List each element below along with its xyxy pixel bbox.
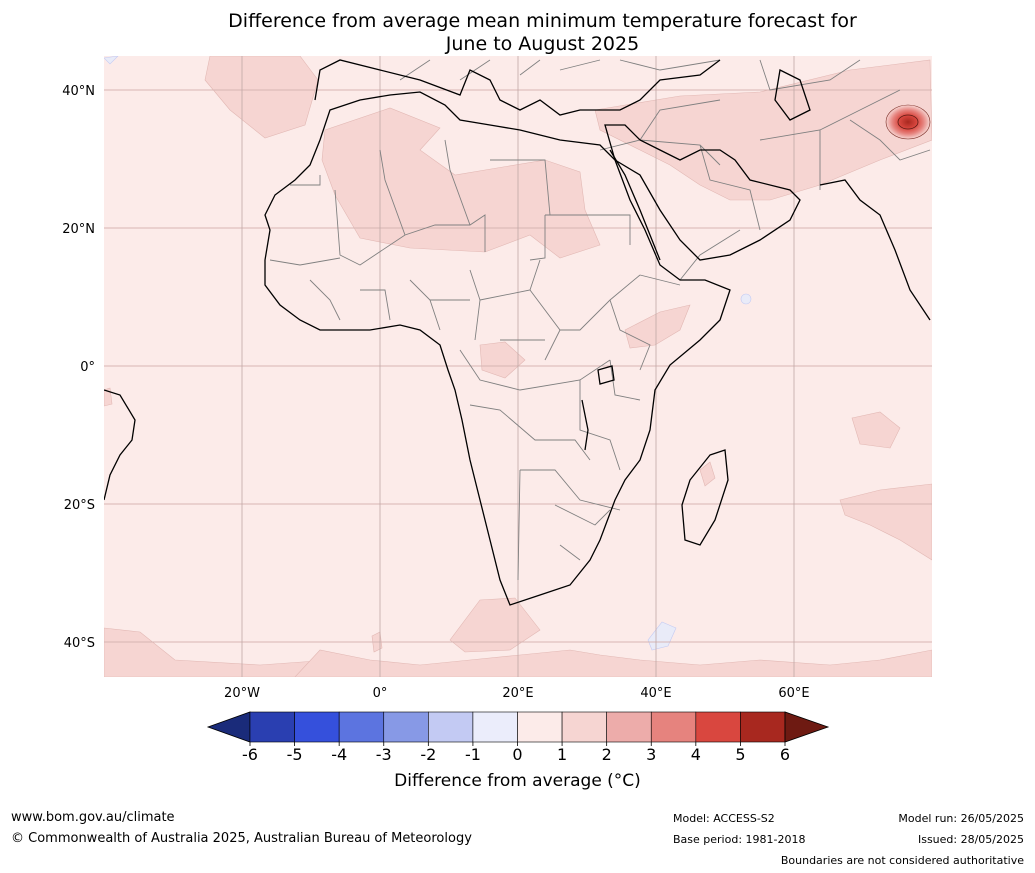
footer-copyright: © Commonwealth of Australia 2025, Austra… [11,831,472,846]
cool-anomaly-arabian-sea [740,293,752,305]
footer-issued: Issued: 28/05/2025 [917,833,1024,846]
lon-label-0: 0° [373,686,388,701]
title-line-2: June to August 2025 [445,33,640,55]
lat-label-40s: 40°S [64,636,95,651]
border-central-africa [459,259,641,391]
colorbar-tick-label: -2 [420,745,436,764]
graticule-lon [241,56,795,677]
anomaly-region-south-atlantic [449,597,541,653]
coastline-caspian [774,69,811,121]
footer-url: www.bom.gov.au/climate [11,810,175,825]
coastline-south-asia [819,179,931,321]
border-europe [399,59,861,91]
colorbar: -6 -5 -4 -3 -2 -1 0 1 2 3 4 5 6 [206,711,830,764]
colorbar-tick-label: 2 [602,745,612,764]
border-south-asia [849,119,931,161]
colorbar-tick-label: -4 [331,745,347,764]
colorbar-tick-label: 5 [735,745,745,764]
border-sahara-west [290,175,631,266]
border-north-africa [379,139,551,236]
colorbar-tick-label: 0 [512,745,522,764]
border-east-africa [579,274,681,471]
lat-label-40n: 40°N [62,84,95,99]
anomaly-region-horn [624,304,691,349]
anomaly-shading [104,56,932,677]
footer-model: Model: ACCESS-S2 [673,812,775,825]
lat-label-20n: 20°N [62,222,95,237]
footer-base-period: Base period: 1981-2018 [673,833,806,846]
colorbar-segment [695,711,741,743]
anomaly-region-atlantic-north [204,56,319,139]
colorbar-segment [383,711,429,743]
lon-label-40e: 40°E [640,686,671,701]
coastline-africa [264,91,731,606]
coastline-lake-tanganyika [581,399,589,451]
colorbar-tick-label: 6 [780,745,790,764]
cool-anomalies [104,56,752,651]
colorbar-tick-label: -1 [465,745,481,764]
anomaly-region-southern-ocean [104,627,371,677]
colorbar-segment [561,711,607,743]
colorbar-tick-label: 3 [646,745,656,764]
anomaly-region-indian-ocean [851,411,901,449]
anomaly-region-madagascar [699,461,716,487]
lat-label-0: 0° [80,360,95,375]
longitude-labels: 20°W 0° 20°E 40°E 60°E [224,686,810,701]
colorbar-segment [517,711,563,743]
colorbar-segment [428,711,474,743]
title-line-1: Difference from average mean minimum tem… [228,10,857,32]
colorbar-segment [249,711,295,743]
country-borders [269,59,931,581]
cool-anomaly-north-atlantic [104,56,119,65]
colorbar-extend-low [206,711,251,743]
colorbar-segment [472,711,518,743]
colorbar-segment [294,711,340,743]
chart-title: Difference from average mean minimum tem… [0,10,1035,56]
coastline-arabia [604,124,801,261]
anomaly-region-sahara [321,107,601,259]
map-plot-area [104,56,932,677]
coastline-europe [314,59,721,116]
colorbar-segment [338,711,385,743]
coastline-lake-victoria [597,365,615,385]
colorbar-tick-label: -6 [242,745,258,764]
footer-model-run: Model run: 26/05/2025 [898,812,1024,825]
colorbar-tick-label: -3 [376,745,392,764]
colorbar-tick-label: 1 [557,745,567,764]
colorbar-tick-label: -5 [287,745,303,764]
coastline-south-america [104,389,136,501]
coastlines [104,59,931,606]
colorbar-tick-label: 4 [691,745,701,764]
lon-label-20w: 20°W [224,686,260,701]
colorbar-segment [606,711,652,743]
colorbar-segment [740,711,786,743]
anomaly-region-southern-ocean-east [294,649,932,677]
lon-label-20e: 20°E [502,686,533,701]
hot-spot-anomaly [885,104,931,140]
footer-disclaimer: Boundaries are not considered authoritat… [780,854,1024,867]
colorbar-segment [650,711,697,743]
colorbar-extend-high [784,711,830,743]
border-southern-africa [469,404,621,581]
anomaly-region-south-indian [839,483,932,561]
coastline-madagascar [681,449,729,546]
border-middle-east [599,89,901,281]
border-west-africa [269,257,481,341]
latitude-labels: 40°N 20°N 0° 20°S 40°S [62,84,95,651]
colorbar-title: Difference from average (°C) [394,771,641,791]
cool-anomaly-south-atlantic [647,621,677,651]
coastline-red-sea [609,149,661,261]
hot-spot-core [897,114,919,130]
lon-label-60e: 60°E [778,686,809,701]
lat-label-20s: 20°S [64,498,95,513]
